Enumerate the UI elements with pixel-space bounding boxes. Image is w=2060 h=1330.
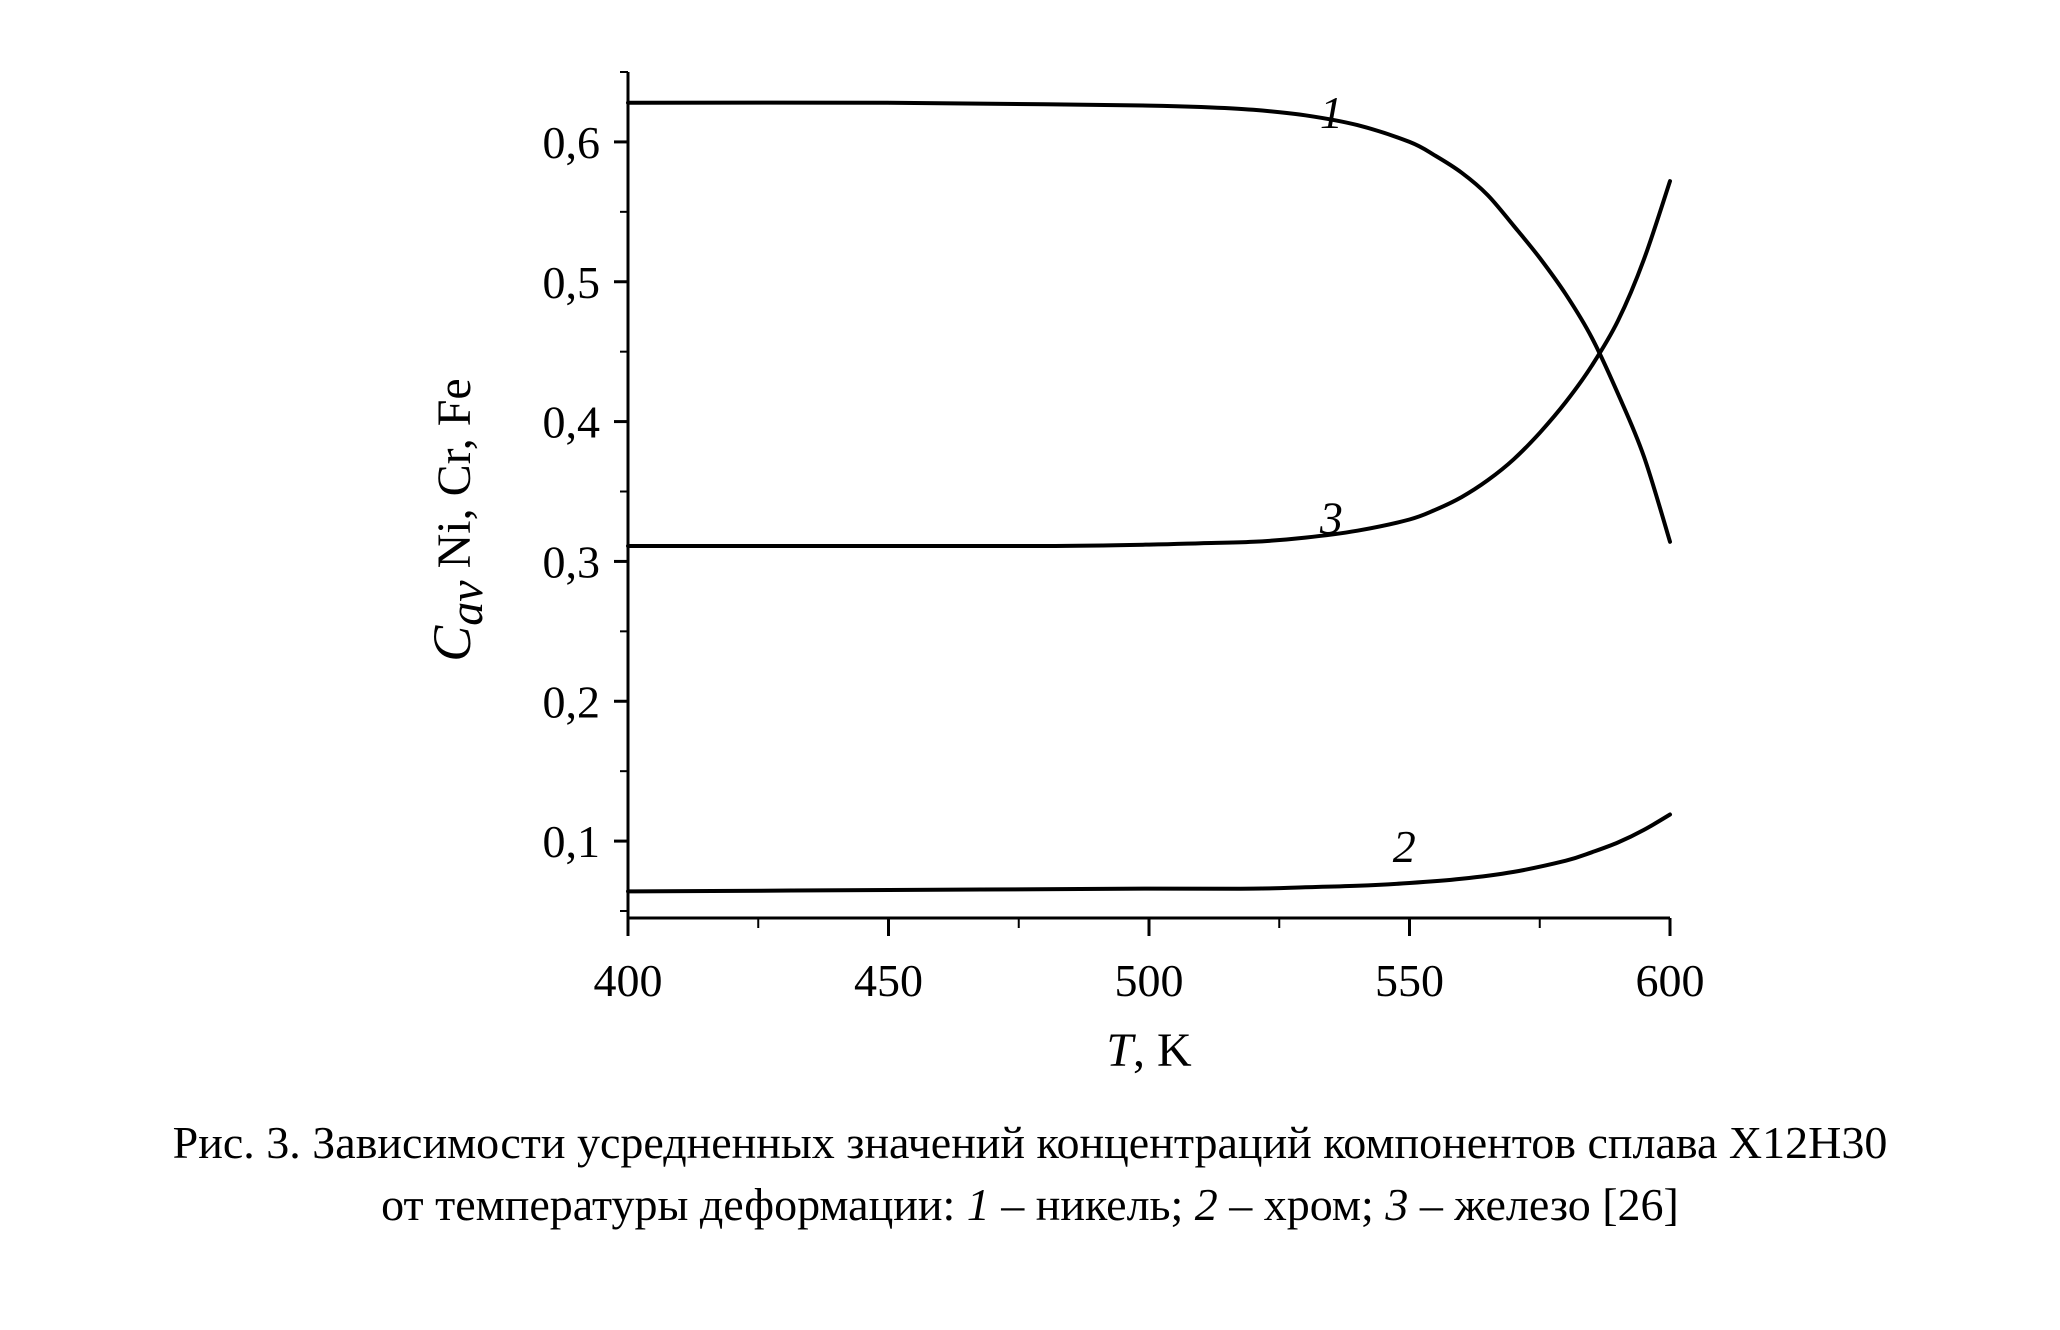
x-tick-label: 550 xyxy=(1375,955,1444,1006)
series-label-1: 1 xyxy=(1320,87,1343,138)
y-tick-label: 0,1 xyxy=(543,816,601,867)
figure-caption: Рис. 3. Зависимости усредненных значений… xyxy=(0,1112,2060,1236)
y-axis-label-variable: C xyxy=(422,625,482,662)
y-tick-label: 0,5 xyxy=(543,257,601,308)
caption-line-2-prefix: от температуры деформации: xyxy=(381,1179,967,1230)
caption-text-nickel: – никель; xyxy=(989,1179,1195,1230)
x-tick-label: 600 xyxy=(1636,955,1705,1006)
series-label-3: 3 xyxy=(1319,492,1343,543)
caption-line-2: от температуры деформации: 1 – никель; 2… xyxy=(0,1174,2060,1236)
y-tick-label: 0,6 xyxy=(543,117,601,168)
y-axis-label-elements: Ni, Cr, Fe xyxy=(428,378,481,580)
caption-number-1: 1 xyxy=(966,1179,990,1230)
x-tick-label: 400 xyxy=(594,955,663,1006)
x-axis-label-unit: , K xyxy=(1133,1024,1192,1077)
chart-series-group: 1 2 3 xyxy=(626,87,1672,894)
caption-text-chromium: – хром; xyxy=(1217,1179,1386,1230)
series-line-3 xyxy=(626,179,1672,549)
y-axis-label-subscript: av xyxy=(440,580,493,626)
y-tick-label: 0,2 xyxy=(543,676,601,727)
caption-number-2: 2 xyxy=(1194,1179,1218,1230)
series-label-2: 2 xyxy=(1393,821,1416,872)
y-axis-label: Cav Ni, Cr, Fe xyxy=(422,378,493,661)
x-axis-label-variable: T xyxy=(1106,1024,1136,1077)
caption-number-3: 3 xyxy=(1385,1179,1409,1230)
chart: 400 450 500 550 600 0,1 0,2 0,3 0,4 0,5 0,6 1 2 3 T,… xyxy=(422,71,1705,1077)
x-tick-label: 450 xyxy=(854,955,923,1006)
series-line-1 xyxy=(626,100,1672,544)
y-tick-label: 0,4 xyxy=(543,397,601,448)
caption-text-iron: – железо [26] xyxy=(1408,1179,1679,1230)
caption-line-1: Рис. 3. Зависимости усредненных значений… xyxy=(172,1117,1888,1168)
y-tick-label: 0,3 xyxy=(543,536,601,587)
x-tick-label: 500 xyxy=(1115,955,1184,1006)
chart-axes: 400 450 500 550 600 0,1 0,2 0,3 0,4 0,5 0,6 xyxy=(543,71,1705,1006)
x-axis-label: T, K xyxy=(1106,1024,1192,1077)
series-line-2 xyxy=(626,812,1672,894)
